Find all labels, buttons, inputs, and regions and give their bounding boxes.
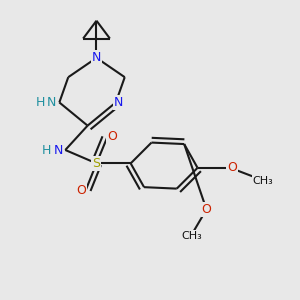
Text: CH₃: CH₃ <box>253 176 273 186</box>
Text: N: N <box>46 96 56 109</box>
Text: CH₃: CH₃ <box>181 231 202 241</box>
Text: N: N <box>114 96 124 109</box>
Text: O: O <box>76 184 86 196</box>
Text: H: H <box>42 143 51 157</box>
Text: S: S <box>92 157 101 170</box>
Text: N: N <box>54 143 63 157</box>
Text: H: H <box>35 96 45 109</box>
Text: O: O <box>227 161 237 174</box>
Text: O: O <box>107 130 117 143</box>
Text: O: O <box>202 203 212 216</box>
Text: N: N <box>92 51 101 64</box>
